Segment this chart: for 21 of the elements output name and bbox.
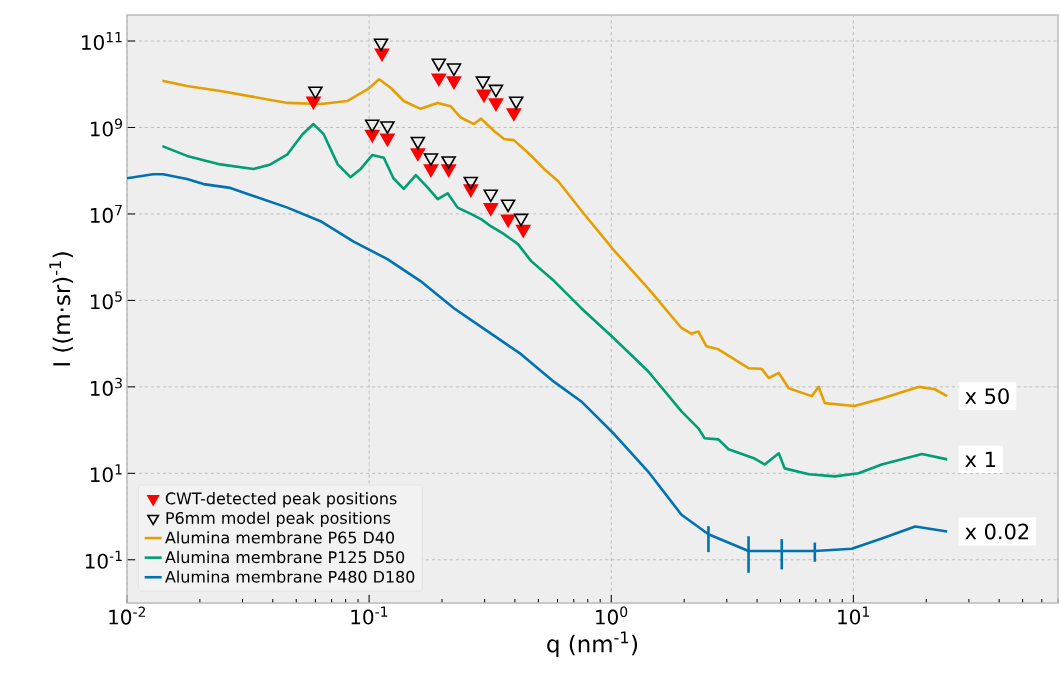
x-tick-label: 10$^{1}$ — [838, 606, 869, 625]
x-tick-label: 10$^{-1}$ — [351, 606, 388, 625]
y-tick-label: 10$^{3}$ — [90, 377, 122, 396]
y-tick-label: 10$^{1}$ — [90, 464, 122, 483]
legend-label: Alumina membrane P65 D40 — [165, 531, 395, 544]
y-tick-label: 10$^{-1}$ — [85, 550, 122, 569]
x-tick-label: 10$^{0}$ — [596, 606, 628, 625]
legend-label: Alumina membrane P125 D50 — [165, 550, 405, 564]
y-tick-label: 10$^{11}$ — [82, 32, 122, 50]
x-axis-title: q (nm$^{-1}$) — [547, 631, 638, 657]
annotation: x 0.02 — [965, 523, 1029, 540]
annotation: x 1 — [965, 451, 995, 468]
y-axis-title: I ((m·sr)$^{-1}$) — [49, 252, 74, 366]
legend-label: CWT-detected peak positions — [165, 492, 397, 508]
x-tick-label: 10$^{-2}$ — [109, 606, 145, 625]
legend-label: Alumina membrane P480 D180 — [165, 570, 415, 583]
y-tick-label: 10$^{5}$ — [90, 291, 122, 310]
y-tick-label: 10$^{7}$ — [90, 204, 122, 223]
annotation: x 50 — [965, 388, 1009, 405]
y-tick-label: 10$^{9}$ — [90, 118, 122, 137]
legend-label: P6mm model peak positions — [166, 511, 391, 528]
